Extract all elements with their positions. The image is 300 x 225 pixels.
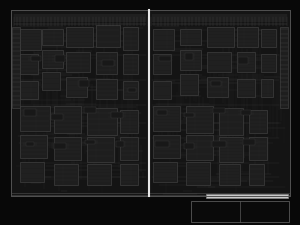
Bar [180,29,201,45]
Bar [206,194,288,198]
Bar [261,54,276,72]
Bar [66,27,93,47]
Bar [153,54,171,74]
Bar [20,29,40,50]
Bar [249,137,267,160]
Bar [102,60,114,66]
Bar [155,141,169,147]
Bar [42,72,60,90]
Bar [87,108,117,135]
Bar [186,135,213,160]
Bar [261,29,276,47]
Bar [153,162,177,182]
Bar [123,54,138,74]
Bar [96,52,117,74]
Bar [207,76,228,97]
Bar [31,56,41,61]
Bar [242,139,256,145]
Bar [55,55,65,62]
Bar [123,27,138,50]
Bar [159,56,171,61]
Bar [219,108,243,135]
Bar [157,110,167,115]
Bar [54,143,66,149]
Bar [20,162,44,182]
Bar [128,88,136,92]
Bar [211,81,221,86]
Bar [11,10,290,196]
Bar [238,57,248,64]
Bar [120,110,138,133]
Bar [54,164,78,184]
Bar [186,162,210,184]
Bar [120,137,138,160]
Bar [123,81,138,99]
Bar [180,74,198,94]
Bar [42,29,63,45]
Bar [249,164,264,184]
Bar [85,140,95,144]
Bar [180,50,201,70]
Bar [185,53,193,60]
Bar [184,143,194,149]
Bar [51,114,63,120]
Bar [20,81,38,99]
Bar [153,29,174,50]
Bar [237,27,258,47]
Bar [186,106,213,133]
Bar [20,54,38,74]
Bar [11,10,290,196]
Bar [20,135,46,158]
Bar [42,50,63,68]
Bar [241,110,251,115]
Bar [237,52,255,72]
Bar [96,79,117,99]
Bar [24,109,36,116]
Bar [87,137,114,162]
Bar [219,164,240,184]
Bar [153,81,171,99]
Bar [153,135,180,158]
Bar [84,108,96,113]
Bar [280,27,288,108]
Bar [54,137,81,160]
Bar [116,141,124,147]
Bar [219,137,243,162]
Bar [212,141,226,147]
Bar [20,106,50,130]
Bar [12,27,20,108]
Bar [190,201,289,222]
Bar [54,106,81,133]
Bar [249,110,267,133]
Bar [237,79,255,97]
Bar [26,142,34,146]
Bar [66,52,90,72]
Bar [261,79,273,97]
Bar [79,80,89,87]
Bar [96,25,120,47]
Bar [87,164,111,184]
Bar [213,108,225,113]
Bar [184,112,194,117]
Bar [207,52,231,72]
Bar [120,164,138,184]
Bar [153,106,180,130]
Bar [66,76,87,97]
Bar [207,27,234,47]
Bar [111,112,123,118]
